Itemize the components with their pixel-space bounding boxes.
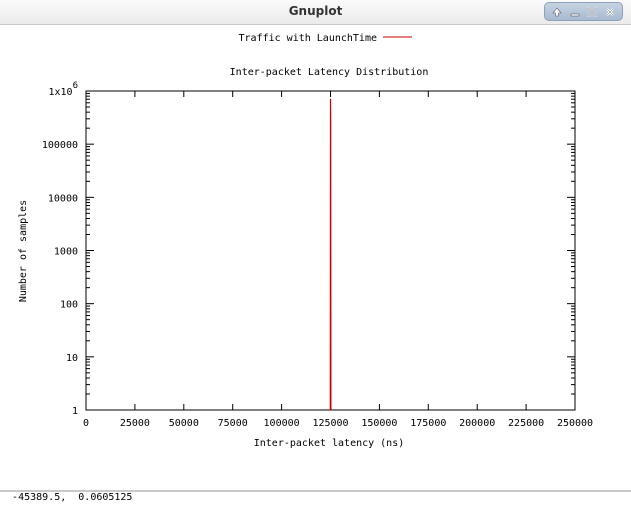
y-tick-label: 100 (60, 300, 78, 311)
data-point (330, 409, 332, 411)
y-tick-label: 10 (66, 353, 78, 364)
window-controls (544, 2, 623, 21)
legend-label: Traffic with LaunchTime (239, 33, 377, 44)
maximize-icon[interactable] (584, 5, 600, 19)
window-title: Gnuplot (288, 4, 343, 18)
y-tick-label: 1x106 (48, 81, 78, 98)
x-tick-label: 150000 (361, 418, 397, 429)
x-tick-label: 125000 (312, 418, 348, 429)
plot-canvas[interactable]: Traffic with LaunchTime Inter-packet Lat… (0, 25, 631, 477)
window-titlebar[interactable]: Gnuplot (0, 0, 631, 25)
chart-title: Inter-packet Latency Distribution (230, 67, 429, 78)
status-divider (0, 490, 631, 492)
y-tick-label: 1000 (54, 247, 78, 258)
y-axis-label: Number of samples (18, 200, 29, 302)
chart-svg[interactable]: Traffic with LaunchTime Inter-packet Lat… (0, 25, 631, 477)
cursor-coordinates: -45389.5, 0.0605125 (12, 492, 133, 503)
data-point (330, 122, 332, 124)
x-tick-label: 50000 (169, 418, 199, 429)
x-axis: 0 25000 50000 75000 100000 125000 150000 175000… (83, 91, 593, 429)
x-tick-label: 75000 (218, 418, 248, 429)
x-tick-label: 200000 (459, 418, 495, 429)
x-axis-label: Inter-packet latency (ns) (254, 438, 405, 449)
y-tick-label: 100000 (42, 140, 78, 151)
x-tick-label: 175000 (410, 418, 446, 429)
x-tick-label: 100000 (264, 418, 300, 429)
series-line (329, 99, 332, 411)
x-tick-label: 250000 (557, 418, 593, 429)
minimize-icon[interactable] (567, 5, 583, 19)
close-icon[interactable] (602, 5, 618, 19)
y-tick-label: 10000 (48, 193, 78, 204)
x-tick-label: 0 (83, 418, 89, 429)
y-axis: 1 10 100 1000 10000 100000 1x106 (42, 81, 575, 417)
up-icon[interactable] (549, 5, 565, 19)
y-tick-label: 1 (72, 406, 78, 417)
data-point (329, 98, 332, 100)
x-tick-label: 225000 (508, 418, 544, 429)
x-tick-label: 25000 (120, 418, 150, 429)
series-layer (329, 98, 332, 411)
